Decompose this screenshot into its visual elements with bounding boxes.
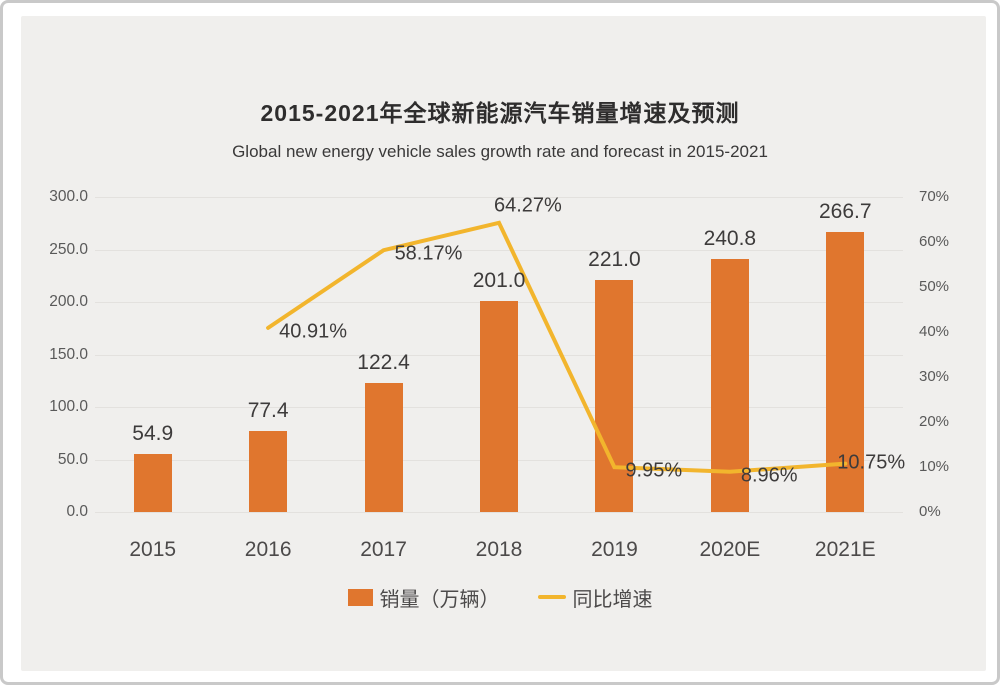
bar-value-label: 221.0 (588, 247, 641, 271)
left-axis-tick-label: 250.0 (49, 240, 88, 258)
left-axis-tick-label: 100.0 (49, 398, 88, 415)
x-axis-label: 2021E (814, 538, 876, 561)
right-axis-tick-label: 20% (919, 413, 950, 430)
bar-value-label: 77.4 (247, 398, 289, 422)
right-axis-tick-label: 60% (919, 233, 950, 250)
line-point-label: 40.91% (279, 320, 347, 343)
x-axis-label: 2017 (360, 538, 407, 561)
bar-value-label: 122.4 (357, 351, 410, 375)
line-point-label: 8.96% (740, 464, 798, 487)
right-axis-tick-label: 30% (919, 368, 950, 385)
gridline (95, 249, 903, 251)
x-axis-label: 2016 (244, 538, 292, 561)
right-axis-tick-label: 40% (919, 323, 950, 340)
bar-value-label: 266.7 (819, 199, 872, 223)
bar-value-label: 240.8 (703, 227, 757, 251)
right-axis-tick-label: 50% (919, 278, 950, 295)
bar (480, 300, 518, 512)
left-axis-tick-label: 150.0 (49, 345, 88, 363)
legend: 销量（万辆） 同比增速 (0, 584, 1000, 611)
legend-sales-label: 销量（万辆） (379, 588, 500, 611)
x-axis-label: 2020E (699, 538, 761, 561)
line-point-label: 64.27% (494, 194, 562, 217)
left-axis-tick-label: 300.0 (49, 188, 88, 205)
gridline (95, 512, 903, 513)
x-axis-label: 2018 (475, 538, 523, 561)
legend-growth-label: 同比增速 (572, 588, 653, 611)
left-axis-tick-label: 50.0 (57, 450, 88, 468)
x-axis-label: 2015 (129, 538, 177, 561)
bar (249, 430, 288, 512)
bar-value-label: 54.9 (132, 422, 174, 446)
line-point-label: 58.17% (394, 242, 463, 265)
right-axis-tick-label: 10% (919, 458, 950, 475)
bar-value-label: 201.0 (472, 268, 526, 292)
legend-sales-swatch (347, 588, 373, 606)
chart-subtitle: Global new energy vehicle sales growth r… (232, 142, 768, 161)
right-axis-tick-label: 0% (919, 503, 941, 520)
gridline (95, 197, 903, 198)
bar (364, 383, 403, 512)
bar (133, 454, 172, 512)
line-point-label: 10.75% (837, 451, 906, 474)
growth-line (266, 220, 848, 474)
left-axis-tick-label: 0.0 (66, 503, 88, 520)
legend-growth-swatch (537, 595, 566, 599)
bar (595, 279, 634, 512)
x-axis-label: 2019 (591, 538, 638, 561)
right-axis-tick-label: 70% (919, 188, 950, 205)
chart-title: 2015-2021年全球新能源汽车销量增速及预测 (260, 100, 740, 126)
line-point-label: 9.95% (625, 459, 683, 482)
left-axis-tick-label: 200.0 (49, 293, 88, 310)
